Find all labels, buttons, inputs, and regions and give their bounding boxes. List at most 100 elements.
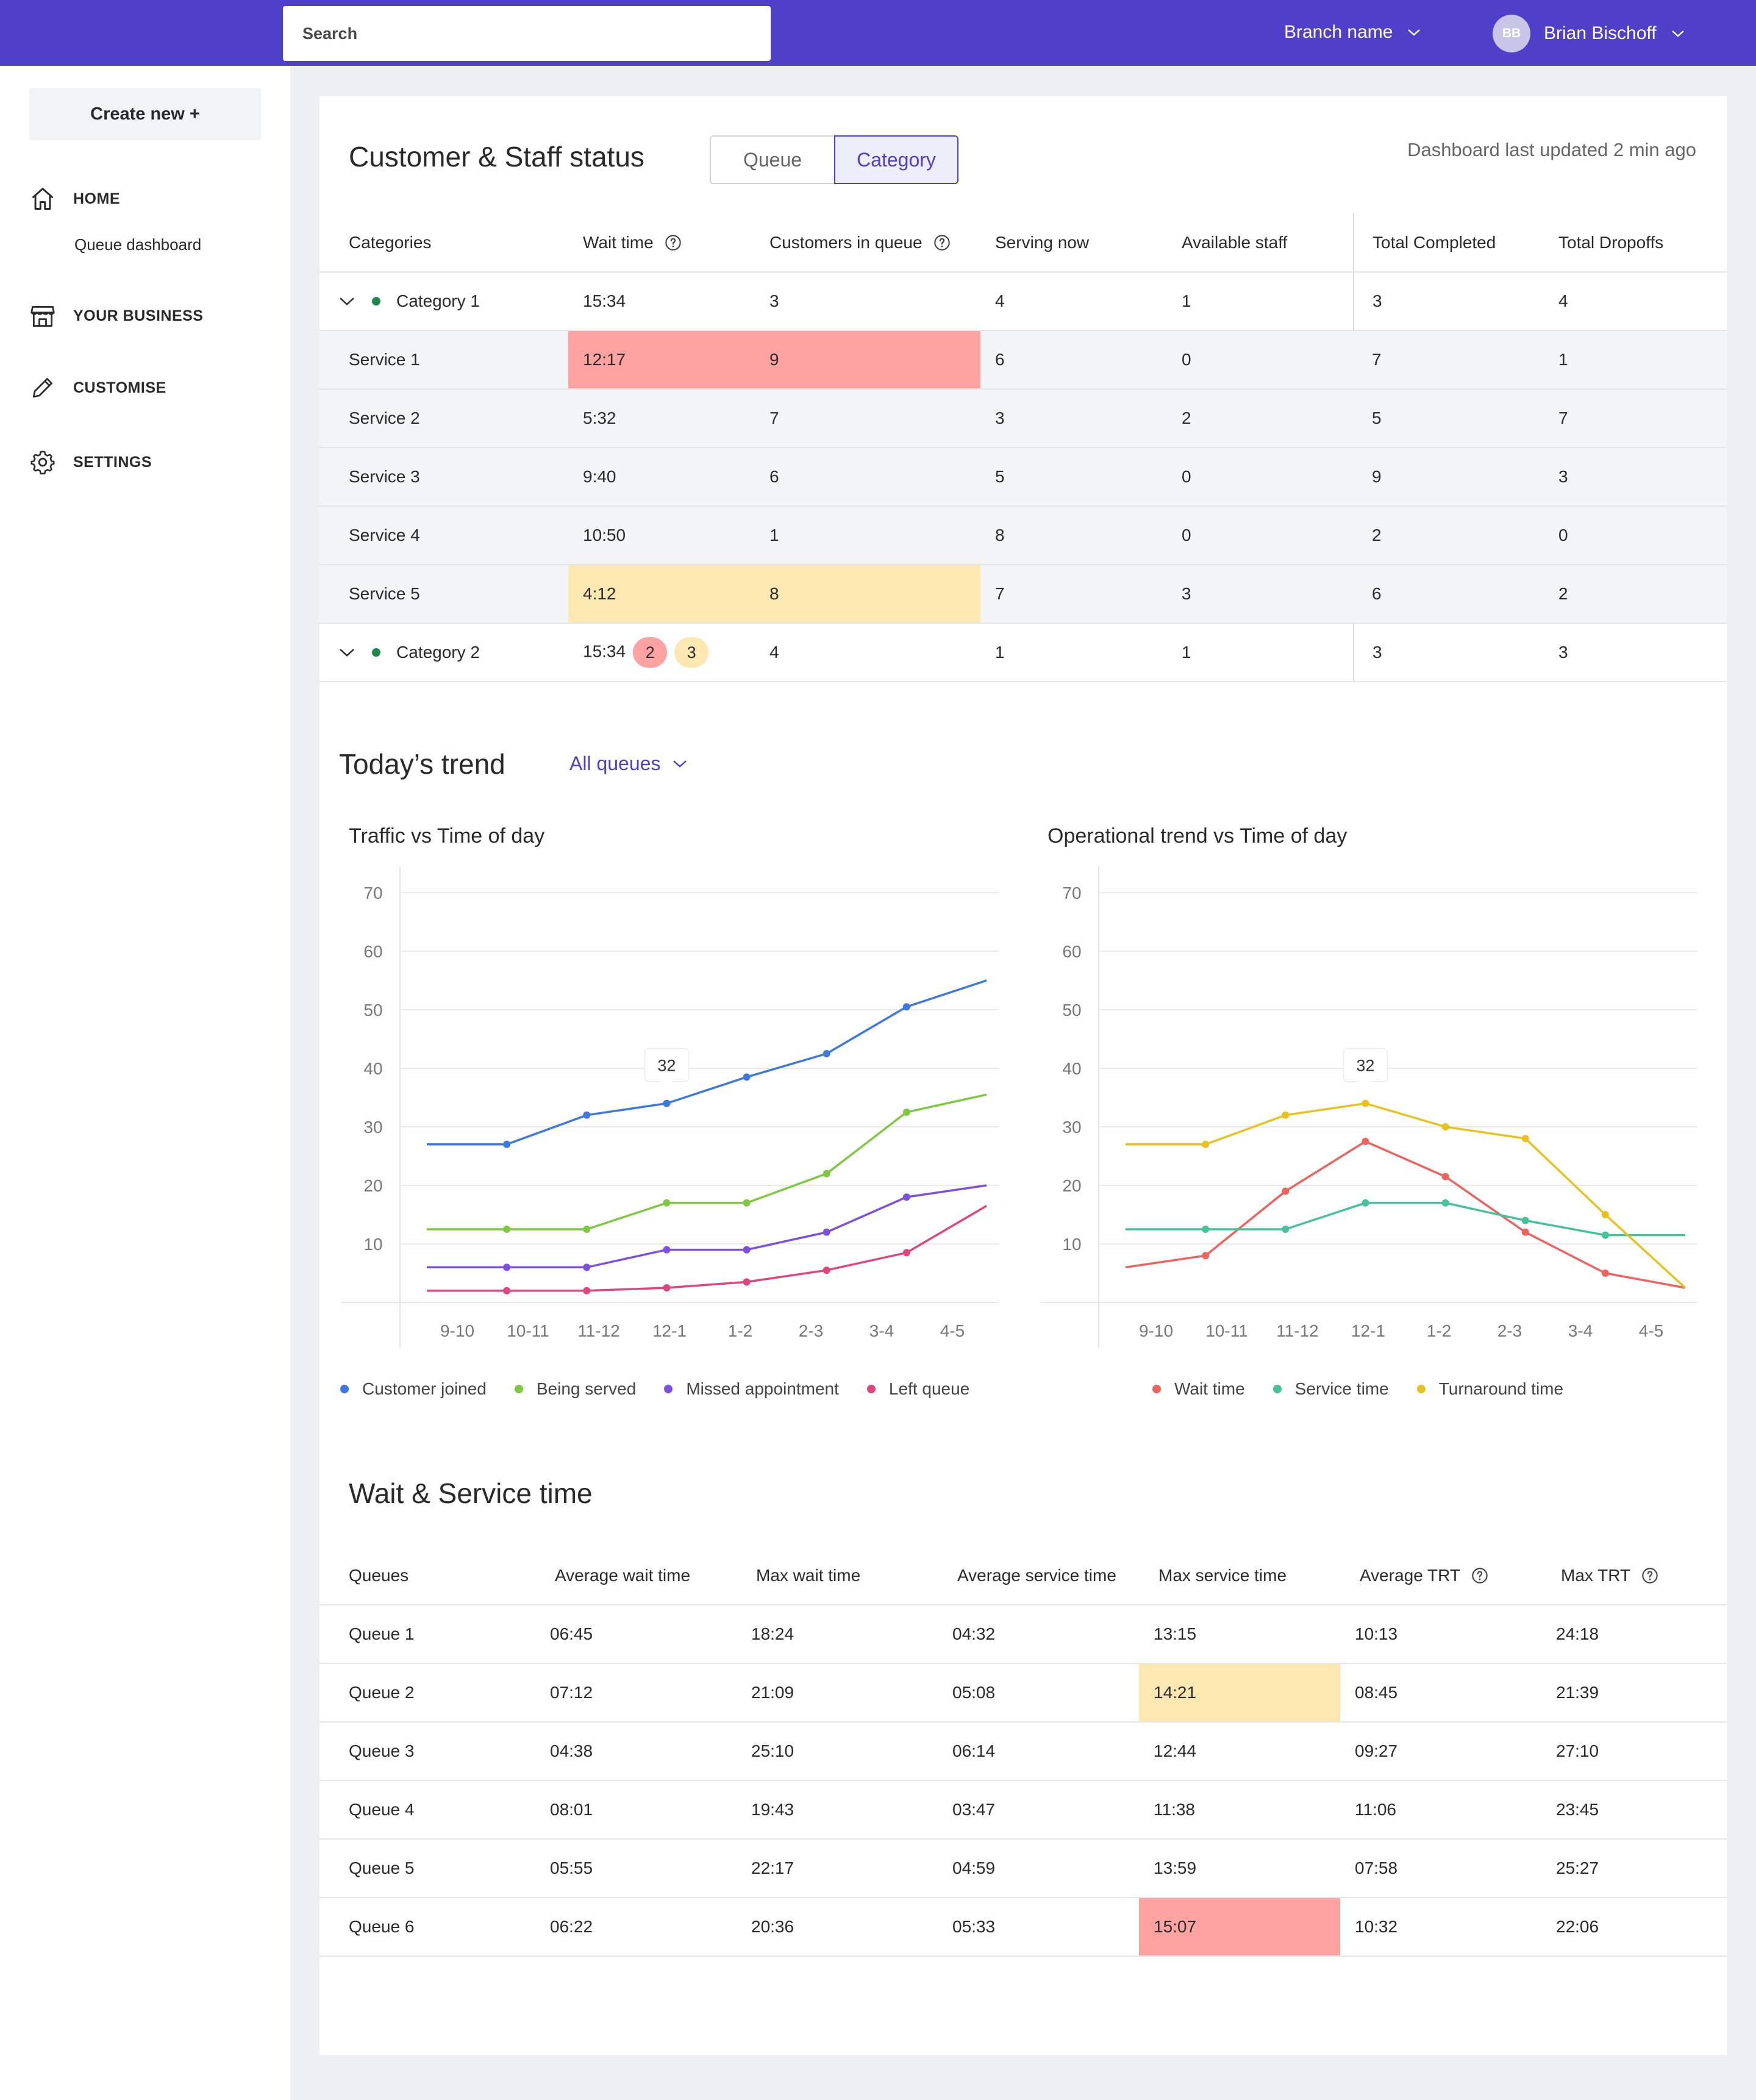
service-row[interactable]: Service 5 4:12 8 7 3 6 2 (319, 565, 1727, 624)
data-point[interactable] (1441, 1123, 1449, 1130)
data-point[interactable] (583, 1263, 591, 1271)
legend-item[interactable]: Wait time (1152, 1379, 1245, 1399)
legend-dot (1272, 1385, 1282, 1393)
data-point[interactable] (743, 1199, 751, 1207)
data-point[interactable] (902, 1249, 910, 1257)
table-row[interactable]: Queue 2 07:12 21:09 05:08 14:21 08:45 21:39 (319, 1663, 1727, 1723)
legend-item[interactable]: Being served (514, 1379, 636, 1399)
data-point[interactable] (663, 1246, 671, 1254)
service-row[interactable]: Service 3 9:40 6 5 0 9 3 (319, 448, 1727, 507)
column-header: Queues (319, 1546, 535, 1605)
legend-dot (664, 1385, 673, 1393)
legend-label: Service time (1294, 1379, 1389, 1398)
table-row[interactable]: Queue 6 06:22 20:36 05:33 15:07 10:32 22:06 (319, 1898, 1727, 1957)
table-row[interactable]: Queue 4 08:01 19:43 03:47 11:38 11:06 23:45 (319, 1780, 1727, 1840)
data-point[interactable] (503, 1263, 511, 1271)
sidebar-item-home[interactable]: HOME (29, 185, 120, 212)
data-point[interactable] (1521, 1228, 1529, 1236)
data-point[interactable] (1441, 1173, 1449, 1180)
data-point[interactable] (1202, 1226, 1210, 1233)
data-point[interactable] (1601, 1231, 1609, 1239)
data-point[interactable] (1202, 1140, 1210, 1148)
create-new-button[interactable]: Create new + (29, 88, 261, 140)
chevron-down-icon[interactable] (338, 646, 356, 659)
legend-item[interactable]: Service time (1272, 1379, 1389, 1399)
search-icon[interactable] (1010, 27, 1037, 54)
data-point[interactable] (1362, 1138, 1369, 1145)
tab-category[interactable]: Category (834, 135, 958, 184)
data-point[interactable] (583, 1226, 591, 1233)
table-row[interactable]: Queue 5 05:55 22:17 04:59 13:59 07:58 25:27 (319, 1839, 1727, 1898)
sidebar-item-customise[interactable]: CUSTOMISE (29, 374, 166, 401)
data-point[interactable] (503, 1226, 511, 1233)
serving-cell: 1 (980, 623, 1167, 682)
data-point[interactable] (743, 1278, 751, 1286)
service-row[interactable]: Service 1 12:17 9 6 0 7 1 (319, 330, 1727, 390)
legend-item[interactable]: Missed appointment (664, 1379, 839, 1399)
data-point[interactable] (1362, 1099, 1369, 1107)
legend-dot (1416, 1385, 1426, 1393)
chevron-down-icon[interactable] (338, 295, 356, 307)
tab-queue[interactable]: Queue (710, 135, 834, 184)
avg-trt-cell: 08:45 (1340, 1663, 1541, 1723)
data-point[interactable] (1202, 1252, 1210, 1260)
last-updated-text: Dashboard last updated 2 min ago (1407, 139, 1696, 160)
data-point[interactable] (503, 1140, 511, 1148)
legend-item[interactable]: Turnaround time (1416, 1379, 1563, 1399)
data-point[interactable] (583, 1111, 591, 1119)
staff-cell: 1 (1167, 623, 1354, 682)
data-point[interactable] (663, 1284, 671, 1291)
data-point[interactable] (902, 1003, 910, 1011)
data-point[interactable] (823, 1170, 830, 1177)
help-icon[interactable] (1471, 1567, 1488, 1584)
data-point[interactable] (902, 1193, 910, 1201)
series-line (427, 1184, 987, 1269)
wait-time-cell: 15:34 2 3 (568, 623, 755, 682)
data-point[interactable] (663, 1099, 671, 1107)
data-point[interactable] (1601, 1270, 1609, 1277)
data-point[interactable] (1441, 1199, 1449, 1207)
y-tick-label: 60 (1062, 942, 1081, 961)
data-point[interactable] (902, 1109, 910, 1116)
data-point[interactable] (503, 1287, 511, 1295)
column-header: Average wait time (535, 1546, 737, 1605)
data-point[interactable] (1521, 1135, 1529, 1143)
data-point[interactable] (1282, 1111, 1290, 1119)
y-tick-label: 40 (363, 1059, 382, 1078)
sidebar-item-your-business[interactable]: YOUR BUSINESS (29, 302, 203, 329)
column-header: Max service time (1139, 1546, 1340, 1605)
legend-item[interactable]: Customer joined (340, 1379, 487, 1399)
help-icon[interactable] (665, 234, 682, 251)
data-point[interactable] (1282, 1226, 1290, 1233)
table-header-row: Queues Average wait time Max wait time A… (319, 1546, 1727, 1605)
service-row[interactable]: Service 2 5:32 7 3 2 5 7 (319, 389, 1727, 448)
data-point[interactable] (743, 1246, 751, 1254)
data-point[interactable] (1521, 1216, 1529, 1224)
category-row[interactable]: Category 2 15:34 2 3 4 1 1 3 3 (319, 623, 1727, 682)
data-point[interactable] (663, 1199, 671, 1207)
data-point[interactable] (1601, 1211, 1609, 1218)
legend-item[interactable]: Left queue (866, 1379, 969, 1399)
data-point[interactable] (743, 1073, 751, 1081)
max-service-cell: 12:44 (1139, 1722, 1340, 1781)
data-point[interactable] (1362, 1199, 1369, 1207)
help-icon[interactable] (933, 234, 951, 251)
user-menu[interactable]: BB Brian Bischoff (1493, 15, 1686, 52)
table-row[interactable]: Queue 3 04:38 25:10 06:14 12:44 09:27 27:10 (319, 1722, 1727, 1781)
queue-filter-dropdown[interactable]: All queues (569, 752, 688, 775)
search-input[interactable] (283, 6, 722, 61)
data-point[interactable] (823, 1228, 830, 1236)
service-row[interactable]: Service 4 10:50 1 8 0 2 0 (319, 506, 1727, 565)
sidebar-subitem-queue-dashboard[interactable]: Queue dashboard (74, 235, 202, 254)
data-point[interactable] (1282, 1187, 1290, 1195)
data-point[interactable] (823, 1266, 830, 1274)
data-point[interactable] (823, 1050, 830, 1057)
completed-cell: 6 (1354, 565, 1540, 624)
sidebar-item-settings[interactable]: SETTINGS (29, 449, 152, 476)
table-row[interactable]: Queue 1 06:45 18:24 04:32 13:15 10:13 24:18 (319, 1605, 1727, 1664)
series-line (1126, 1102, 1686, 1289)
branch-selector[interactable]: Branch name (1284, 22, 1422, 43)
category-row[interactable]: Category 1 15:34 3 4 1 3 4 (319, 272, 1727, 331)
help-icon[interactable] (1641, 1567, 1658, 1584)
data-point[interactable] (583, 1287, 591, 1295)
